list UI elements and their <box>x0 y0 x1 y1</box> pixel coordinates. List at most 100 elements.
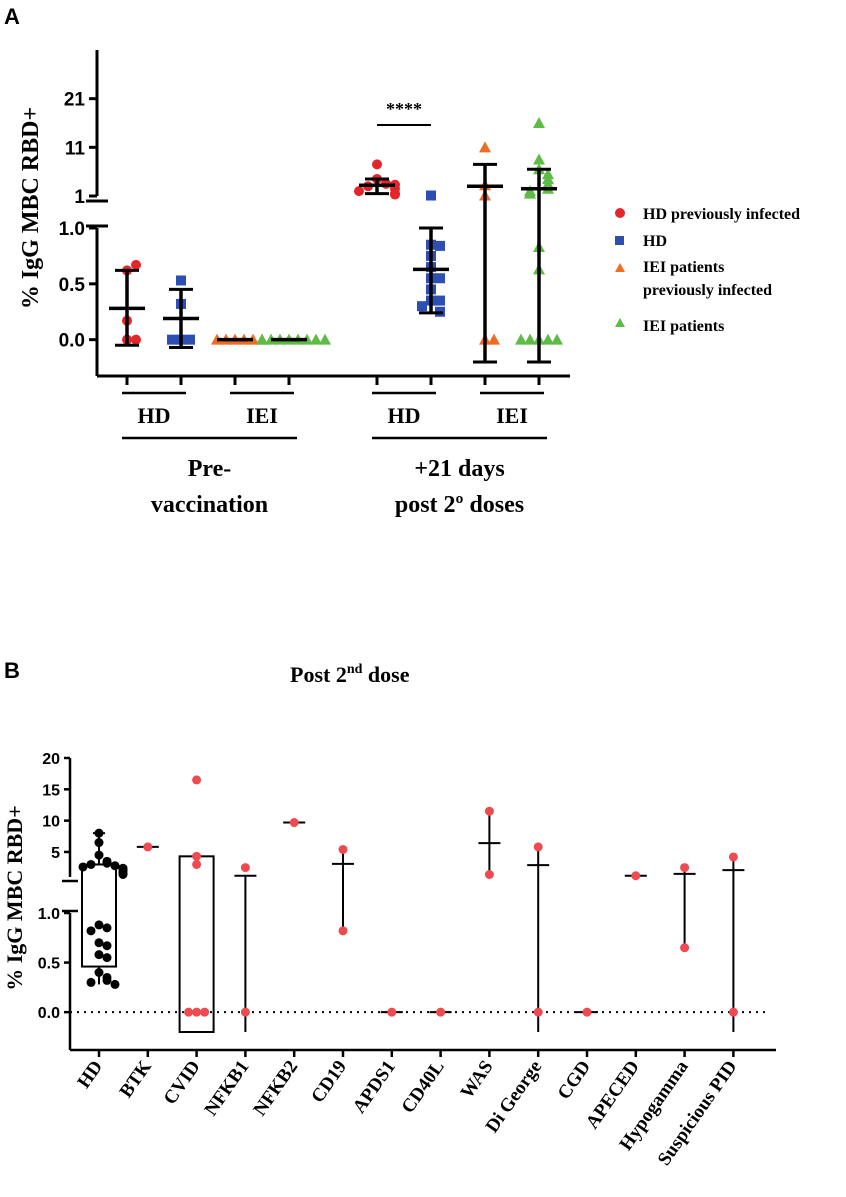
panel-a-data-point <box>417 301 427 312</box>
panel-b-data-point <box>484 806 494 816</box>
panel-a-data-point <box>435 295 445 306</box>
panel-b-x-tick-label: CGD <box>554 1057 595 1104</box>
panel-a-data-point <box>131 334 141 345</box>
panel-a-group-label: HD <box>138 403 171 428</box>
panel-a-data-point <box>488 333 500 345</box>
panel-b-data-point <box>118 869 128 879</box>
panel-b-y-tick-label: 15 <box>42 782 60 799</box>
panel-b-data-point <box>102 941 112 951</box>
legend-label-iei: IEI patients <box>643 318 724 335</box>
panel-b-x-tick-label: BTK <box>116 1057 156 1102</box>
panel-b-data-point <box>78 862 88 872</box>
panel-b-group-cd40l <box>429 1007 452 1017</box>
panel-b-x-tick-label: CD19 <box>307 1057 351 1107</box>
panel-b-data-point <box>86 977 96 987</box>
panel-b-data-point <box>240 863 250 873</box>
panel-b-group-was <box>478 806 501 879</box>
panel-b-data-point <box>240 1007 250 1017</box>
panel-b-group-suspicious-pid <box>722 852 745 1032</box>
panel-b-data-point <box>338 844 348 854</box>
panel-b-y-tick-label: 20 <box>42 751 60 768</box>
panel-b-data-point <box>728 1007 738 1017</box>
panel-a-data-point <box>533 153 545 165</box>
legend-label-iei-prev-line2: previously infected <box>643 282 772 299</box>
panel-b-data-point <box>680 943 690 953</box>
panel-a-y-tick-label: 21 <box>64 90 86 111</box>
panel-b-x-tick-label: CD40L <box>398 1057 449 1117</box>
legend-marker-iei <box>615 318 625 327</box>
panel-a-y-tick-label: 0.5 <box>59 275 86 296</box>
panel-b-data-point <box>110 861 120 871</box>
panel-b-x-tick-label: CVID <box>160 1057 205 1109</box>
panel-b-data-point <box>192 775 202 785</box>
panel-b-y-tick-label: 10 <box>42 814 60 831</box>
panel-a-group-label: IEI <box>246 403 278 428</box>
panel-b-group-apeced <box>624 871 647 881</box>
panel-b-title-sup: nd <box>347 662 363 677</box>
panel-b-x-tick-label: HD <box>74 1057 108 1092</box>
panel-b-data-point <box>86 859 96 869</box>
panel-b-group-cvid <box>178 775 215 1034</box>
legend-item-hd-prev: HD previously infected <box>615 206 800 223</box>
panel-b-data-point <box>631 871 641 881</box>
panel-b-chart: Post 2nd dose % IgG MBC RBD+ 0.0 0.5 1.0 5 1… <box>2 662 776 1170</box>
panel-b-group-hypogamma <box>673 863 696 953</box>
panel-b-title-end: dose <box>362 662 409 687</box>
panel-b-y-tick-label: 1.0 <box>38 906 60 923</box>
panel-b-data-point <box>102 953 112 963</box>
panel-b-data-point <box>484 869 494 879</box>
panel-b-data-point <box>102 923 112 933</box>
legend-item-hd: HD <box>615 233 667 250</box>
panel-b-data-point <box>94 950 104 960</box>
panel-b-box <box>178 855 215 1034</box>
panel-a-significance-label: **** <box>386 99 422 119</box>
panel-a-data-point <box>435 240 445 251</box>
panel-b-data-point <box>94 838 104 848</box>
panel-b-data-point <box>102 975 112 985</box>
panel-a-legend: HD previously infected HD IEI patients p… <box>615 206 800 335</box>
panel-a-data-point <box>131 259 141 270</box>
panel-a-y-tick-label: 11 <box>65 138 86 159</box>
panel-b-group-di-george <box>527 842 550 1032</box>
panel-b-data-point <box>94 938 104 948</box>
panel-b-data-point <box>94 968 104 977</box>
panel-a-y-tick-label: 1.0 <box>59 219 85 240</box>
panel-a-y-axis-label: % IgG MBC RBD+ <box>18 107 44 309</box>
panel-b-data-point <box>184 1007 194 1017</box>
panel-a-data-point <box>551 333 563 345</box>
panel-a-y-tick-label: 0.0 <box>59 331 85 352</box>
panel-a-supergroup-label-line2: post 2º doses <box>395 492 524 518</box>
legend-label-iei-prev: IEI patients <box>643 259 724 276</box>
legend-marker-hd-prev <box>615 208 625 218</box>
panel-b-data-point <box>533 1007 543 1017</box>
panel-a-group-7 <box>467 141 503 364</box>
panel-b-data-point <box>143 842 153 852</box>
legend-marker-hd <box>615 236 624 245</box>
panel-a-group-1 <box>109 259 145 347</box>
panel-label-b: B <box>4 658 20 683</box>
panel-label-a: A <box>4 4 20 29</box>
panel-b-group-nfkb2 <box>283 818 306 828</box>
panel-b-data-point <box>94 850 104 860</box>
panel-b-y-tick-label: 0.0 <box>38 1005 60 1022</box>
panel-a-data-point <box>435 273 445 284</box>
panel-b-title: Post 2nd dose <box>290 662 410 687</box>
panel-a-y-tick-label: 1 <box>74 187 85 208</box>
panel-a-data-point <box>372 159 382 170</box>
panel-b-x-tick-label: APDS1 <box>349 1057 400 1117</box>
panel-b-group-nfkb1 <box>234 863 257 1032</box>
legend-label-hd-prev: HD previously infected <box>643 206 800 223</box>
panel-b-data-point <box>94 828 104 838</box>
panel-b-data-point <box>338 926 348 936</box>
panel-a-supergroup-label: Pre- <box>188 456 232 482</box>
panel-b-group-btk <box>136 842 159 852</box>
panel-b-data-point <box>582 1007 592 1017</box>
panel-a-group-label: IEI <box>496 403 528 428</box>
panel-a-data-point <box>390 189 400 200</box>
panel-a-data-point <box>426 190 436 201</box>
panel-b-data-point <box>192 1007 202 1017</box>
panel-a-data-point <box>167 334 177 345</box>
panel-b-data-point <box>102 858 112 868</box>
panel-a-group-8 <box>515 117 563 364</box>
panel-b-data-point <box>533 842 543 852</box>
